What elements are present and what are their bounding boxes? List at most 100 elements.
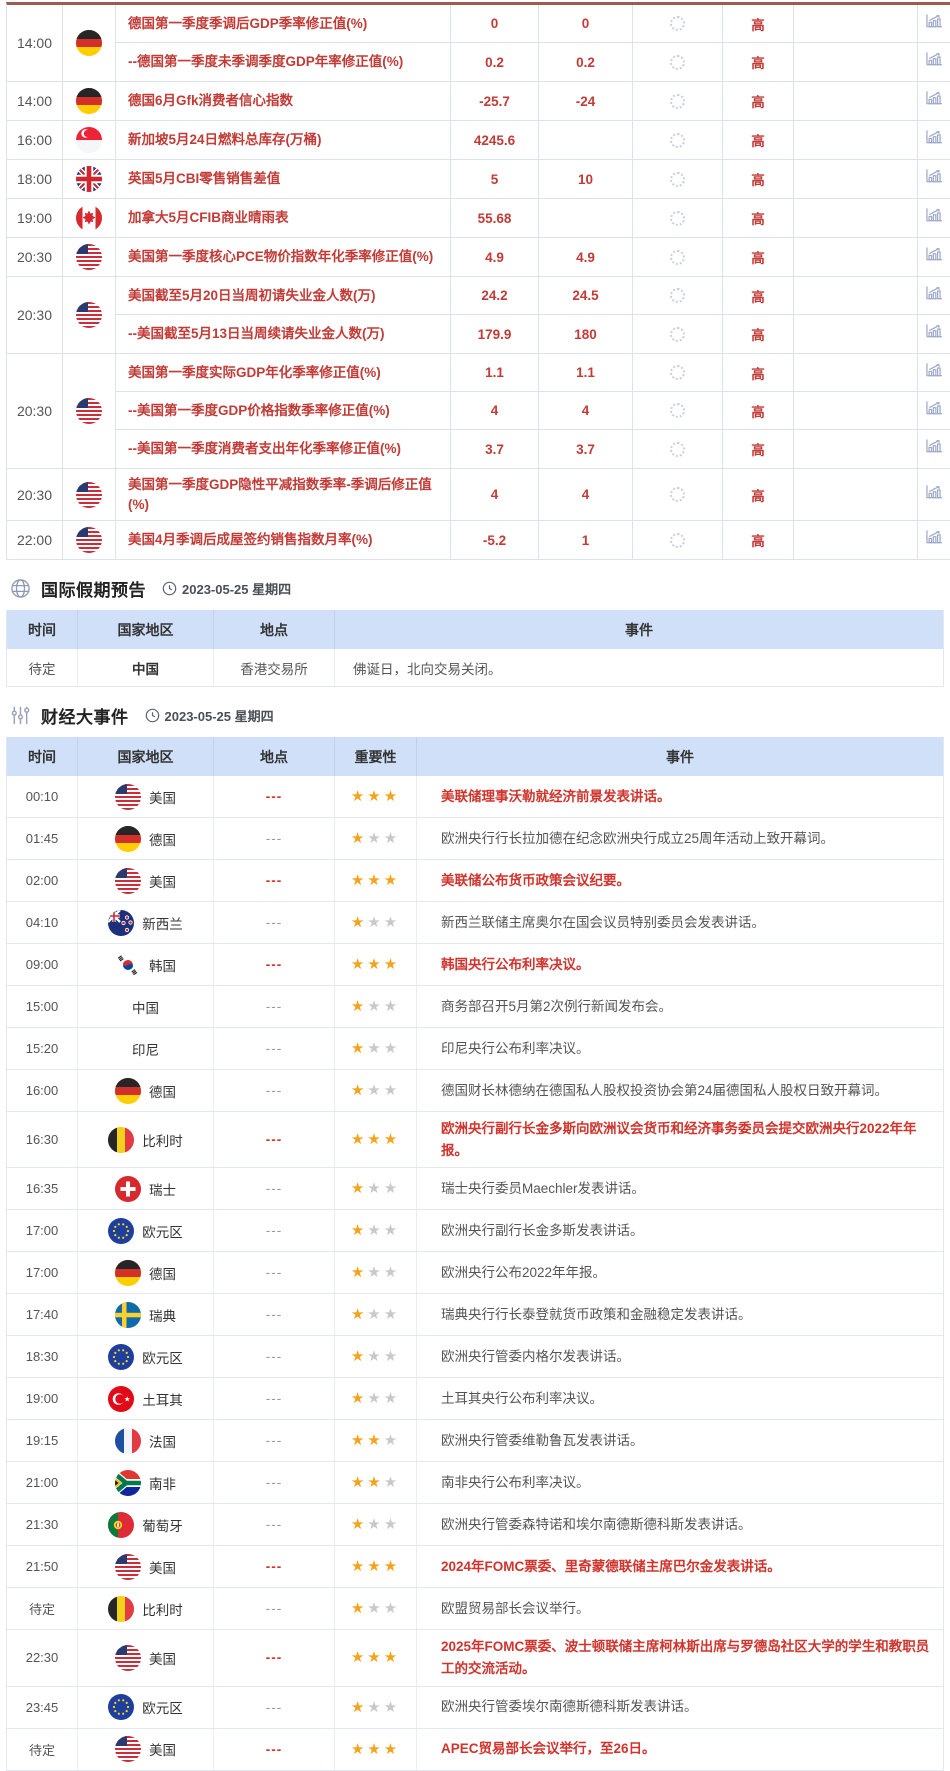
previous-value: 4.9 [451, 238, 539, 276]
flag-usa-icon [76, 398, 102, 424]
flag-france-icon [115, 1427, 141, 1454]
events-header-event: 事件 [666, 748, 694, 765]
importance-stars: ★★★ [335, 986, 417, 1028]
flag-usa-icon [115, 1644, 141, 1671]
forecast-value: 4 [539, 392, 633, 429]
event-name: --美国截至5月13日当周续请失业金人数(万) [116, 315, 451, 353]
star-empty-icon: ★ [383, 1432, 401, 1450]
previous-value: 3.7 [451, 430, 539, 468]
event-location: --- [214, 902, 335, 944]
loading-spinner-icon [670, 54, 685, 70]
event-time: 20:30 [7, 277, 63, 353]
event-time: 17:00 [7, 1252, 78, 1294]
holiday-header-location: 地点 [214, 610, 335, 650]
event-time: 21:30 [7, 1504, 78, 1546]
importance-stars: ★★★ [351, 831, 400, 846]
flag-south-korea-icon [115, 951, 141, 978]
star-empty-icon: ★ [367, 1264, 384, 1282]
event-text: 欧洲央行副行长金多斯发表讲话。 [417, 1210, 943, 1251]
event-time: 待定 [7, 1728, 78, 1770]
chart-cell [918, 82, 950, 120]
event-time: 待定 [7, 1588, 78, 1630]
loading-spinner-icon [670, 93, 685, 109]
flag-eurozone-icon [108, 1343, 135, 1370]
chart-cell [918, 277, 950, 314]
event-text: 土耳其央行公布利率决议。 [417, 1378, 943, 1419]
star-filled-icon: ★ [383, 1558, 401, 1576]
importance-stars: ★★★ [351, 873, 400, 888]
chart-icon[interactable] [925, 51, 944, 73]
flag-usa-icon [115, 783, 141, 810]
chart-icon[interactable] [925, 323, 944, 345]
economic-event-row: --德国第一季度未季调季度GDP年率修正值(%) 0.2 0.2 高 [116, 43, 950, 81]
event-name: 美国第一季度核心PCE物价指数年化季率修正值(%) [116, 238, 451, 276]
event-location: --- [214, 986, 335, 1028]
event-time: 17:40 [7, 1294, 78, 1336]
event-text: 商务部召开5月第2次例行新闻发布会。 [441, 998, 673, 1014]
economic-row-group: 16:00 新加坡5月24日燃料总库存(万桶) 4245.6 高 [7, 121, 950, 160]
event-time: 23:45 [7, 1686, 78, 1728]
event-text: 土耳其央行公布利率决议。 [441, 1391, 603, 1407]
event-location: --- [214, 1588, 335, 1630]
event-text: 新西兰联储主席奥尔在国会议员特别委员会发表讲话。 [441, 914, 765, 930]
event-country: 新西兰 [78, 902, 214, 944]
economic-event-row: --美国第一季度GDP价格指数季率修正值(%) 4 4 高 [116, 392, 950, 430]
star-filled-icon: ★ [350, 1516, 368, 1534]
event-country: 瑞士 [78, 1168, 214, 1210]
chart-icon[interactable] [925, 438, 944, 460]
country-name: 德国 [149, 1266, 176, 1282]
chart-icon[interactable] [925, 484, 944, 506]
chart-icon[interactable] [925, 129, 944, 151]
chart-cell [918, 521, 950, 559]
event-time: 04:10 [7, 902, 78, 944]
event-text: 韩国央行公布利率决议。 [441, 956, 590, 972]
importance-stars: ★★★ [335, 776, 417, 818]
event-location: --- [214, 1028, 335, 1070]
events-table: 时间 国家地区 地点 重要性 事件 00:10 美国 --- ★★★ 美联储理事沃勒就经… [6, 737, 944, 1771]
event-time: 19:00 [7, 199, 63, 237]
chart-icon[interactable] [925, 90, 944, 112]
star-filled-icon: ★ [367, 788, 384, 806]
economic-event-row: 德国第一季度季调后GDP季率修正值(%) 0 0 高 [116, 5, 950, 43]
importance-stars: ★★★ [351, 1083, 400, 1098]
event-text: 印尼央行公布利率决议。 [417, 1028, 943, 1069]
chart-icon[interactable] [925, 285, 944, 307]
star-filled-icon: ★ [383, 1649, 401, 1667]
chart-icon[interactable] [925, 207, 944, 229]
event-location: --- [214, 1462, 335, 1504]
location-placeholder: --- [265, 999, 283, 1015]
holiday-section-header: 国际假期预告 2023-05-25 星期四 [10, 575, 944, 601]
event-time: 09:00 [7, 944, 78, 986]
event-name: 加拿大5月CFIB商业晴雨表 [116, 199, 451, 237]
economic-event-row: --美国截至5月13日当周续请失业金人数(万) 179.9 180 高 [116, 315, 950, 353]
holiday-country: 中国 [78, 649, 214, 687]
chart-icon[interactable] [925, 362, 944, 384]
published-value-cell [633, 521, 723, 560]
star-empty-icon: ★ [367, 830, 384, 848]
importance-stars: ★★★ [351, 1265, 400, 1280]
event-country: 美国 [78, 1546, 214, 1588]
event-time: 21:50 [7, 1546, 78, 1588]
flag-germany-icon [76, 30, 102, 56]
globe-icon [10, 578, 31, 599]
star-empty-icon: ★ [367, 1516, 384, 1534]
chart-icon[interactable] [925, 529, 944, 551]
flag-south-africa-icon [115, 1469, 141, 1496]
chart-icon[interactable] [925, 168, 944, 190]
economic-event-row: --美国第一季度消费者支出年化季率修正值(%) 3.7 3.7 高 [116, 430, 950, 468]
chart-cell [918, 238, 950, 276]
importance-stars: ★★★ [351, 1742, 400, 1757]
chart-icon[interactable] [925, 400, 944, 422]
chart-icon[interactable] [925, 246, 944, 268]
country-flag-cell [63, 121, 116, 159]
chart-icon[interactable] [925, 13, 944, 35]
event-row: 19:15 法国 --- ★★★ 欧洲央行管委维勒鲁瓦发表讲话。 [7, 1420, 943, 1463]
chart-cell [918, 354, 950, 391]
event-location: --- [214, 1630, 335, 1686]
country-name: 瑞士 [149, 1182, 176, 1198]
loading-spinner-icon [670, 487, 685, 503]
economic-subrows: 新加坡5月24日燃料总库存(万桶) 4245.6 高 [116, 121, 950, 159]
importance-stars: ★★★ [351, 1041, 400, 1056]
previous-value: 55.68 [451, 199, 539, 237]
country-flag-cell [63, 199, 116, 237]
